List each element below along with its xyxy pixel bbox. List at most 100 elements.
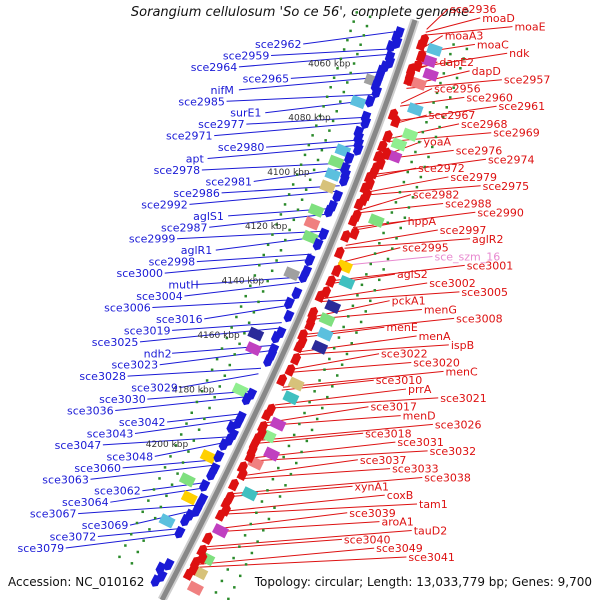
gene-label[interactable]: sce3020 — [413, 357, 460, 370]
gene-label[interactable]: menE — [386, 321, 417, 334]
gene-label[interactable]: sce2988 — [445, 197, 492, 210]
gene-label[interactable]: sce3029 — [131, 382, 178, 395]
gene-label[interactable]: sce3023 — [112, 359, 159, 372]
gene-label[interactable]: sce2982 — [413, 189, 460, 202]
gene-label[interactable]: sce2967 — [429, 109, 476, 122]
gene-label[interactable]: apt — [186, 153, 205, 166]
gene-label[interactable]: tam1 — [419, 498, 448, 511]
gene-label[interactable]: sce3021 — [440, 392, 487, 405]
gene-label[interactable]: sce3040 — [344, 533, 391, 546]
gene-label[interactable]: ispB — [451, 339, 474, 352]
gene-label[interactable]: sce3048 — [107, 450, 154, 463]
gene-label[interactable]: menA — [419, 330, 451, 343]
gene-label[interactable]: surE1 — [230, 107, 261, 120]
gene-label[interactable]: sce2976 — [456, 144, 503, 157]
gene-label[interactable]: sce2964 — [191, 61, 238, 74]
gene-label[interactable]: moaC — [477, 38, 509, 51]
gene-label[interactable]: aglR1 — [181, 244, 212, 257]
gene-label[interactable]: sce3037 — [360, 454, 407, 467]
gene-label[interactable]: sce3036 — [67, 405, 114, 418]
gene-label[interactable]: sce2974 — [488, 153, 535, 166]
gene-label[interactable]: menD — [403, 410, 436, 423]
gene-label[interactable]: sce2956 — [434, 83, 481, 96]
gene-label[interactable]: sce_szm_16 — [435, 250, 501, 263]
gene-label[interactable]: sce2975 — [483, 180, 530, 193]
gene-label[interactable]: sce3067 — [30, 508, 77, 521]
gene-label[interactable]: nifM — [211, 84, 234, 97]
gene-label[interactable]: sce2979 — [450, 171, 497, 184]
gene-label[interactable]: sce3079 — [18, 542, 65, 555]
gene-label[interactable]: moaD — [482, 12, 515, 25]
gene-label[interactable]: sce2972 — [418, 162, 465, 175]
gene-label[interactable]: sce3038 — [424, 471, 471, 484]
gene-label[interactable]: xynA1 — [355, 480, 390, 493]
gene-label[interactable]: sce3006 — [104, 301, 151, 314]
gene-label[interactable]: hppA — [408, 215, 437, 228]
gene-label[interactable]: sce3063 — [42, 473, 89, 486]
gene-label[interactable]: sce2962 — [255, 38, 302, 51]
gene-label[interactable]: sce3001 — [467, 259, 514, 272]
gene-label[interactable]: sce2978 — [154, 164, 201, 177]
gene-label[interactable]: menG — [424, 304, 457, 317]
gene-label[interactable]: tauD2 — [414, 524, 448, 537]
gene-label[interactable]: sce3028 — [79, 370, 126, 383]
gene-label[interactable]: sce2985 — [178, 95, 225, 108]
gene-label[interactable]: yoaA — [423, 136, 451, 149]
gene-label[interactable]: sce2936 — [450, 3, 497, 16]
gene-label[interactable]: sce3002 — [429, 277, 476, 290]
gene-label[interactable]: sce3033 — [392, 463, 439, 476]
gene-label[interactable]: sce2990 — [477, 206, 524, 219]
gene-label[interactable]: sce2980 — [218, 141, 265, 154]
gene-label[interactable]: menC — [446, 365, 478, 378]
gene-label[interactable]: sce3062 — [94, 485, 141, 498]
gene-label[interactable]: sce2959 — [223, 49, 270, 62]
gene-label[interactable]: sce2981 — [206, 175, 253, 188]
gene-label[interactable]: sce2998 — [149, 256, 196, 269]
gene-label[interactable]: pckA1 — [392, 295, 426, 308]
gene-label[interactable]: aglR2 — [472, 233, 503, 246]
gene-label[interactable]: sce3008 — [456, 312, 503, 325]
gene-label[interactable]: sce2986 — [173, 187, 220, 200]
gene-label[interactable]: sce2957 — [504, 74, 551, 87]
gene-label[interactable]: ndk — [509, 47, 530, 60]
gene-label[interactable]: sce3017 — [370, 401, 417, 414]
gene-label[interactable]: sce2965 — [243, 72, 290, 85]
gene-label[interactable]: sce3042 — [119, 416, 166, 429]
gene-label[interactable]: sce3072 — [50, 531, 97, 544]
gene-label[interactable]: sce3049 — [376, 542, 423, 555]
gene-label[interactable]: mutH — [168, 279, 198, 292]
gene-label[interactable]: dapE2 — [439, 56, 474, 69]
gene-label[interactable]: sce3041 — [408, 551, 455, 564]
gene-label[interactable]: sce2969 — [493, 127, 540, 140]
gene-label[interactable]: sce2987 — [161, 221, 208, 234]
gene-label[interactable]: sce2995 — [402, 242, 449, 255]
gene-label[interactable]: sce3010 — [376, 374, 423, 387]
gene-label[interactable]: moaA3 — [445, 30, 484, 43]
gene-label[interactable]: sce3026 — [435, 418, 482, 431]
gene-label[interactable]: prrA — [408, 383, 432, 396]
gene-label[interactable]: sce2961 — [499, 100, 546, 113]
gene-label[interactable]: coxB — [387, 489, 414, 502]
gene-label[interactable]: dapD — [472, 65, 501, 78]
gene-label[interactable]: sce3069 — [82, 519, 129, 532]
gene-label[interactable]: sce3025 — [92, 336, 139, 349]
gene-label[interactable]: aroA1 — [381, 516, 413, 529]
gene-label[interactable]: sce3000 — [117, 267, 164, 280]
gene-label[interactable]: sce3043 — [87, 427, 134, 440]
gene-label[interactable]: sce3031 — [397, 436, 444, 449]
gene-label[interactable]: sce3018 — [365, 427, 412, 440]
gene-label[interactable]: ndh2 — [144, 347, 172, 360]
gene-label[interactable]: sce3004 — [136, 290, 183, 303]
gene-label[interactable]: sce2968 — [461, 118, 508, 131]
gene-label[interactable]: sce3019 — [124, 324, 171, 337]
gene-label[interactable]: sce3039 — [349, 507, 396, 520]
gene-label[interactable]: sce2971 — [166, 130, 213, 143]
gene-label[interactable]: sce3060 — [74, 462, 121, 475]
gene-label[interactable]: sce2999 — [129, 233, 176, 246]
gene-label[interactable]: sce3030 — [99, 393, 146, 406]
gene-label[interactable]: sce3032 — [430, 445, 477, 458]
gene-label[interactable]: aglS2 — [397, 268, 428, 281]
gene-label[interactable]: sce3047 — [55, 439, 102, 452]
gene-label[interactable]: aglS1 — [193, 210, 224, 223]
gene-label[interactable]: sce3016 — [156, 313, 203, 326]
